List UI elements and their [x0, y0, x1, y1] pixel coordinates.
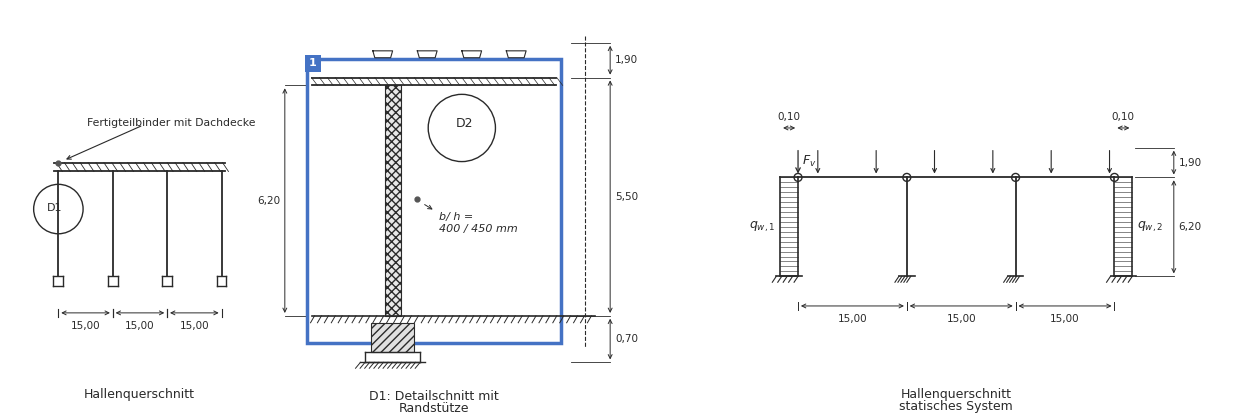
- Text: D2: D2: [456, 117, 473, 130]
- Bar: [371, 323, 414, 352]
- Text: 1,90: 1,90: [615, 55, 638, 65]
- Text: 15,00: 15,00: [180, 321, 210, 331]
- Bar: [307, 59, 560, 342]
- Text: statisches System: statisches System: [900, 400, 1013, 413]
- Text: 6,20: 6,20: [257, 196, 280, 206]
- Text: $F_v$: $F_v$: [802, 154, 816, 169]
- Text: 15,00: 15,00: [71, 321, 100, 331]
- Text: b/ h =: b/ h =: [439, 212, 473, 222]
- Text: $q_{w,2}$: $q_{w,2}$: [1137, 220, 1163, 234]
- Text: 15,00: 15,00: [837, 314, 867, 324]
- Text: 15,00: 15,00: [125, 321, 155, 331]
- Text: 0,10: 0,10: [778, 112, 801, 122]
- Text: 0,70: 0,70: [615, 334, 638, 344]
- Text: 0,10: 0,10: [1112, 112, 1134, 122]
- Text: Hallenquerschnitt: Hallenquerschnitt: [901, 388, 1012, 401]
- Text: Randstütze: Randstütze: [398, 402, 469, 415]
- Circle shape: [794, 173, 802, 181]
- Circle shape: [1012, 173, 1020, 181]
- Text: Fertigteilbinder mit Dachdecke: Fertigteilbinder mit Dachdecke: [87, 118, 256, 128]
- Text: Hallenquerschnitt: Hallenquerschnitt: [84, 388, 195, 401]
- Text: 15,00: 15,00: [1051, 314, 1080, 324]
- Text: 400 / 450 mm: 400 / 450 mm: [439, 224, 518, 234]
- Text: 15,00: 15,00: [946, 314, 976, 324]
- Text: $q_{w,1}$: $q_{w,1}$: [749, 220, 775, 234]
- Text: D1: Detailschnitt mit: D1: Detailschnitt mit: [368, 390, 498, 403]
- Text: 1: 1: [310, 58, 317, 68]
- Text: D1: D1: [46, 203, 62, 213]
- Text: 5,50: 5,50: [615, 192, 638, 202]
- Bar: [384, 85, 401, 316]
- Text: 6,20: 6,20: [1179, 222, 1202, 232]
- Bar: [305, 55, 322, 71]
- Text: 1,90: 1,90: [1179, 158, 1202, 168]
- Circle shape: [902, 173, 911, 181]
- Circle shape: [1111, 173, 1118, 181]
